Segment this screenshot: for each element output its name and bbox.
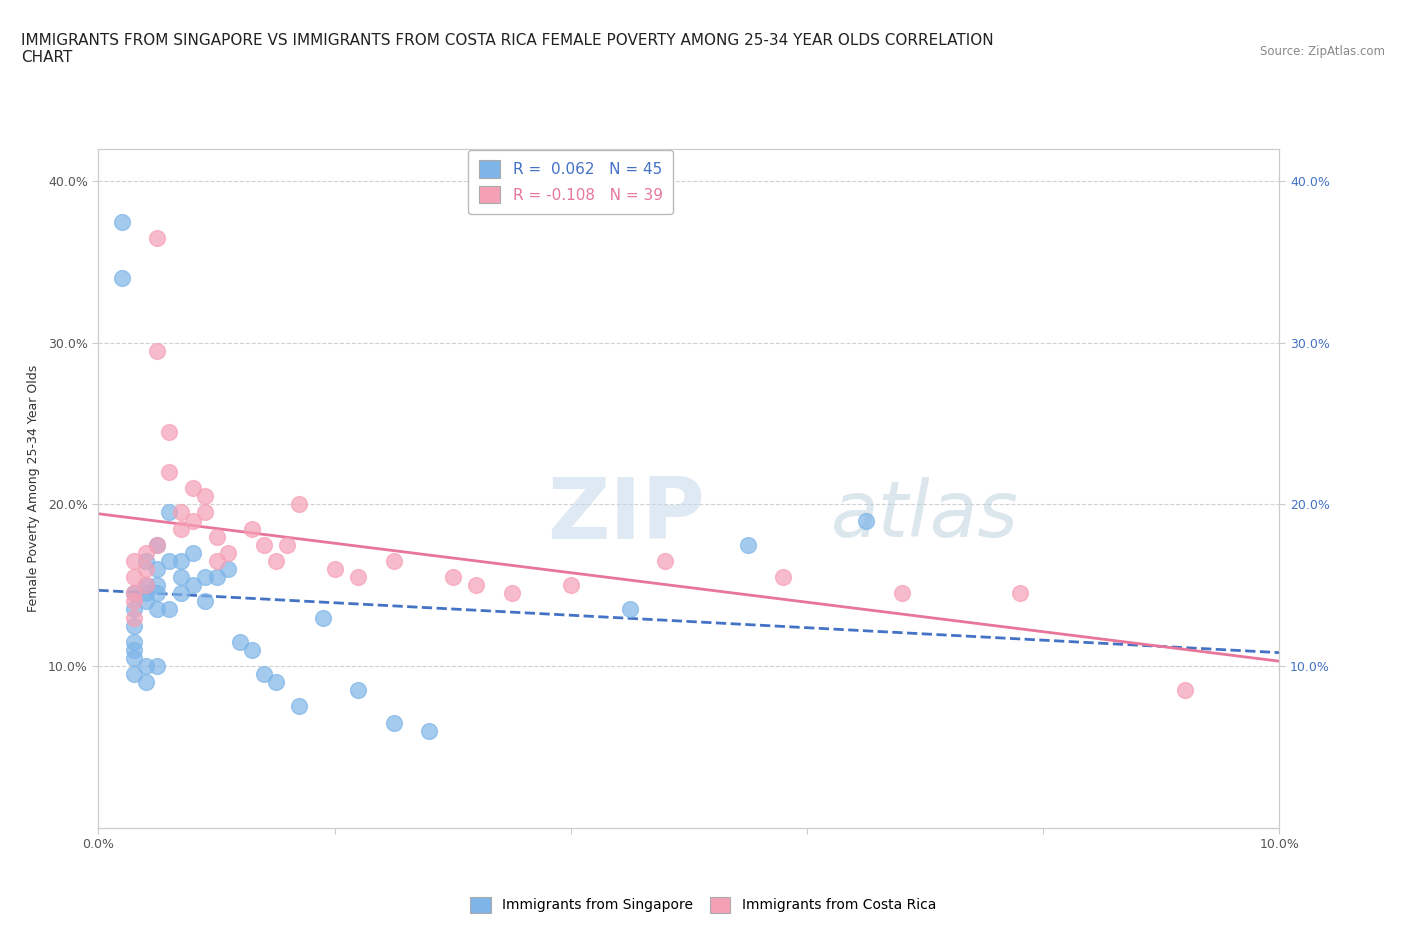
Point: [181, 481, 204, 496]
Point: [135, 586, 157, 601]
Point: [288, 699, 311, 714]
Point: [264, 675, 287, 690]
Point: [194, 505, 217, 520]
Point: [122, 651, 145, 666]
Text: atlas: atlas: [831, 477, 1018, 553]
Point: [122, 667, 145, 682]
Point: [560, 578, 582, 592]
Point: [240, 643, 263, 658]
Point: [1008, 586, 1031, 601]
Point: [122, 602, 145, 617]
Point: [146, 343, 169, 358]
Point: [264, 553, 287, 568]
Point: [382, 553, 405, 568]
Point: [181, 546, 204, 561]
Point: [347, 683, 370, 698]
Point: [240, 521, 263, 536]
Point: [146, 562, 169, 577]
Point: [135, 594, 157, 609]
Point: [276, 538, 298, 552]
Point: [157, 424, 180, 439]
Point: [205, 570, 228, 585]
Point: [194, 489, 217, 504]
Point: [253, 538, 276, 552]
Point: [157, 602, 180, 617]
Point: [181, 513, 204, 528]
Point: [205, 529, 228, 544]
Point: [122, 643, 145, 658]
Point: [111, 271, 134, 286]
Point: [135, 562, 157, 577]
Point: [146, 658, 169, 673]
Point: [737, 538, 759, 552]
Point: [441, 570, 464, 585]
Point: [157, 553, 180, 568]
Point: [122, 634, 145, 649]
Point: [217, 562, 239, 577]
Point: [890, 586, 912, 601]
Point: [1174, 683, 1197, 698]
Point: [135, 675, 157, 690]
Point: [122, 610, 145, 625]
Point: [157, 505, 180, 520]
Point: [323, 562, 346, 577]
Point: [217, 546, 239, 561]
Point: [135, 658, 157, 673]
Text: Source: ZipAtlas.com: Source: ZipAtlas.com: [1260, 45, 1385, 58]
Point: [146, 578, 169, 592]
Point: [170, 570, 193, 585]
Point: [122, 553, 145, 568]
Legend: R =  0.062   N = 45, R = -0.108   N = 39: R = 0.062 N = 45, R = -0.108 N = 39: [468, 150, 673, 214]
Legend: Immigrants from Singapore, Immigrants from Costa Rica: Immigrants from Singapore, Immigrants fr…: [464, 891, 942, 919]
Point: [170, 553, 193, 568]
Point: [146, 538, 169, 552]
Point: [772, 570, 794, 585]
Point: [135, 578, 157, 592]
Point: [181, 578, 204, 592]
Point: [146, 586, 169, 601]
Point: [382, 715, 405, 730]
Point: [619, 602, 641, 617]
Point: [501, 586, 523, 601]
Point: [194, 570, 217, 585]
Point: [465, 578, 488, 592]
Point: [122, 570, 145, 585]
Point: [135, 546, 157, 561]
Point: [146, 231, 169, 246]
Point: [157, 465, 180, 480]
Point: [111, 214, 134, 229]
Point: [135, 553, 157, 568]
Text: ZIP: ZIP: [547, 474, 704, 557]
Point: [122, 618, 145, 633]
Point: [229, 634, 252, 649]
Point: [194, 594, 217, 609]
Point: [122, 586, 145, 601]
Point: [170, 586, 193, 601]
Y-axis label: Female Poverty Among 25-34 Year Olds: Female Poverty Among 25-34 Year Olds: [27, 365, 39, 612]
Point: [312, 610, 335, 625]
Point: [170, 521, 193, 536]
Point: [288, 497, 311, 512]
Point: [347, 570, 370, 585]
Point: [418, 724, 440, 738]
Point: [654, 553, 676, 568]
Point: [122, 586, 145, 601]
Point: [855, 513, 877, 528]
Point: [146, 538, 169, 552]
Text: IMMIGRANTS FROM SINGAPORE VS IMMIGRANTS FROM COSTA RICA FEMALE POVERTY AMONG 25-: IMMIGRANTS FROM SINGAPORE VS IMMIGRANTS …: [21, 33, 994, 65]
Point: [135, 578, 157, 592]
Point: [122, 594, 145, 609]
Point: [146, 602, 169, 617]
Point: [205, 553, 228, 568]
Point: [253, 667, 276, 682]
Point: [170, 505, 193, 520]
